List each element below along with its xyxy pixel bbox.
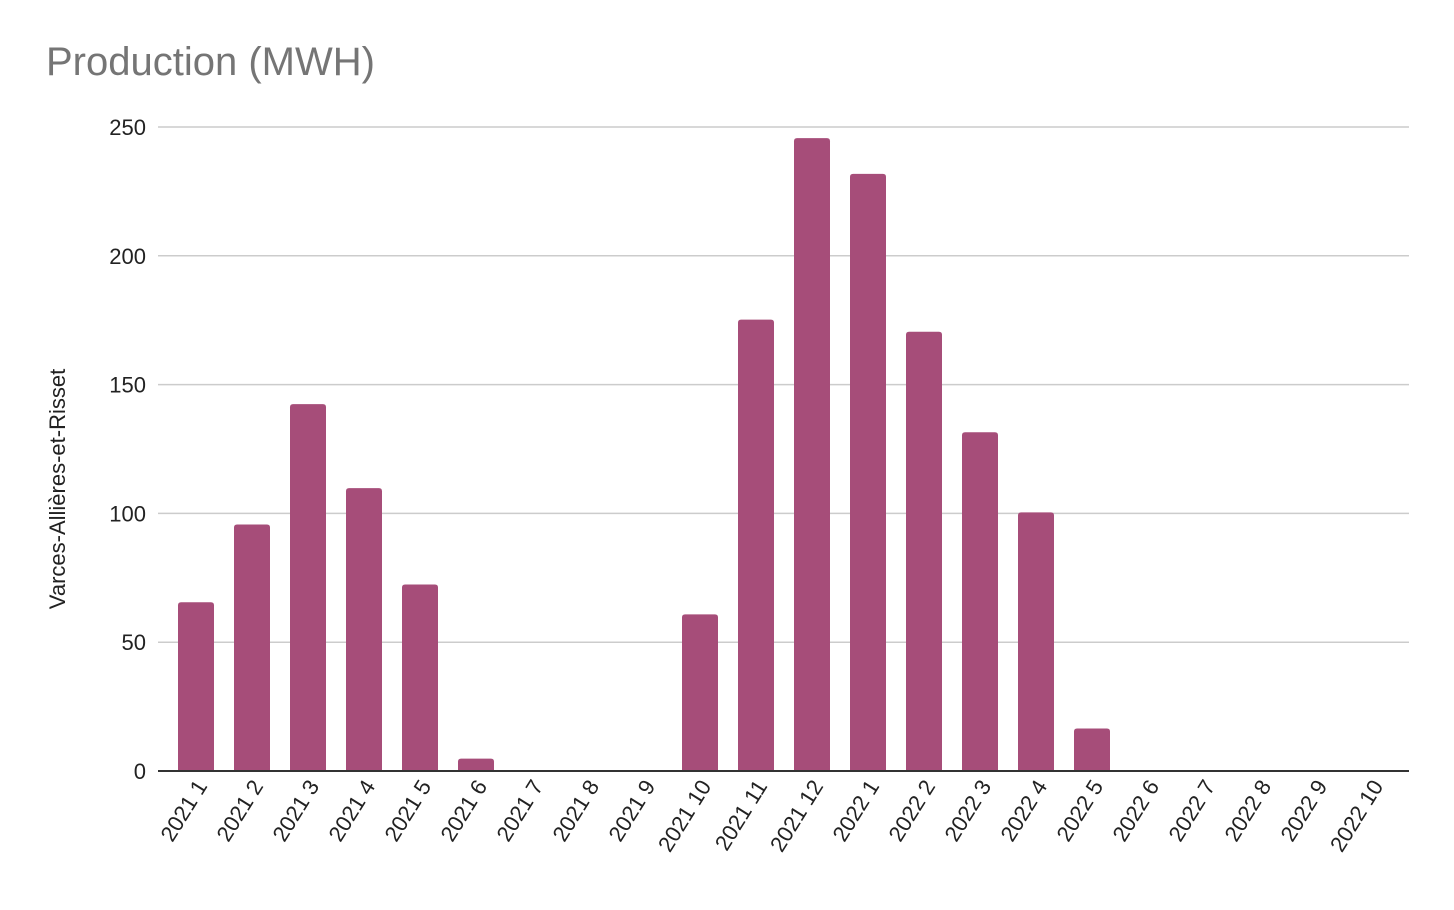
x-tick-label: 2022 10 <box>1325 775 1388 856</box>
x-tick-label: 2021 6 <box>435 775 492 845</box>
bar <box>1074 728 1110 771</box>
x-tick-label: 2021 8 <box>547 775 604 845</box>
bar <box>1018 512 1054 771</box>
x-tick-label: 2022 5 <box>1051 775 1108 845</box>
y-axis-title: Varces-Allières-et-Risset <box>45 369 70 609</box>
bar <box>458 758 494 771</box>
gridlines <box>158 126 1409 643</box>
x-tick-label: 2022 2 <box>883 775 940 845</box>
x-tick-label: 2022 3 <box>939 775 996 845</box>
x-tick-label: 2021 3 <box>267 775 324 845</box>
bar <box>178 602 214 771</box>
bar <box>346 488 382 771</box>
x-tick-label: 2021 2 <box>211 775 268 845</box>
bar <box>234 524 270 771</box>
x-tick-label: 2021 12 <box>765 775 828 856</box>
x-tick-label: 2022 9 <box>1275 775 1332 845</box>
y-tick-label: 200 <box>109 244 146 269</box>
x-tick-label: 2022 6 <box>1107 775 1164 845</box>
bars <box>178 138 1110 772</box>
bar <box>402 584 438 771</box>
bar <box>962 432 998 771</box>
bar <box>850 173 886 772</box>
x-tick-label: 2021 7 <box>491 775 548 845</box>
y-axis-ticks: 0 50 100 150 200 250 <box>109 115 146 784</box>
chart-title: Production (MWH) <box>46 40 375 84</box>
y-tick-label: 250 <box>109 115 146 140</box>
bar <box>738 319 774 771</box>
bar <box>794 138 830 772</box>
x-tick-label: 2021 1 <box>155 775 212 845</box>
x-tick-label: 2021 9 <box>603 775 660 845</box>
x-tick-label: 2021 10 <box>653 775 716 856</box>
y-tick-label: 50 <box>122 630 146 655</box>
bar <box>290 404 326 771</box>
bar <box>906 331 942 771</box>
x-tick-label: 2022 1 <box>827 775 884 845</box>
x-tick-label: 2022 8 <box>1219 775 1276 845</box>
y-tick-label: 150 <box>109 373 146 398</box>
x-tick-label: 2021 11 <box>710 775 772 854</box>
y-tick-label: 0 <box>134 759 146 784</box>
x-tick-label: 2021 5 <box>379 775 436 845</box>
bar <box>682 614 718 771</box>
x-axis-ticks: 2021 1 2021 2 2021 3 2021 4 2021 5 2021 6 2021… <box>155 775 1388 856</box>
x-tick-label: 2021 4 <box>323 775 380 845</box>
x-tick-label: 2022 4 <box>995 775 1052 845</box>
y-tick-label: 100 <box>109 501 146 526</box>
x-tick-label: 2022 7 <box>1163 775 1220 845</box>
